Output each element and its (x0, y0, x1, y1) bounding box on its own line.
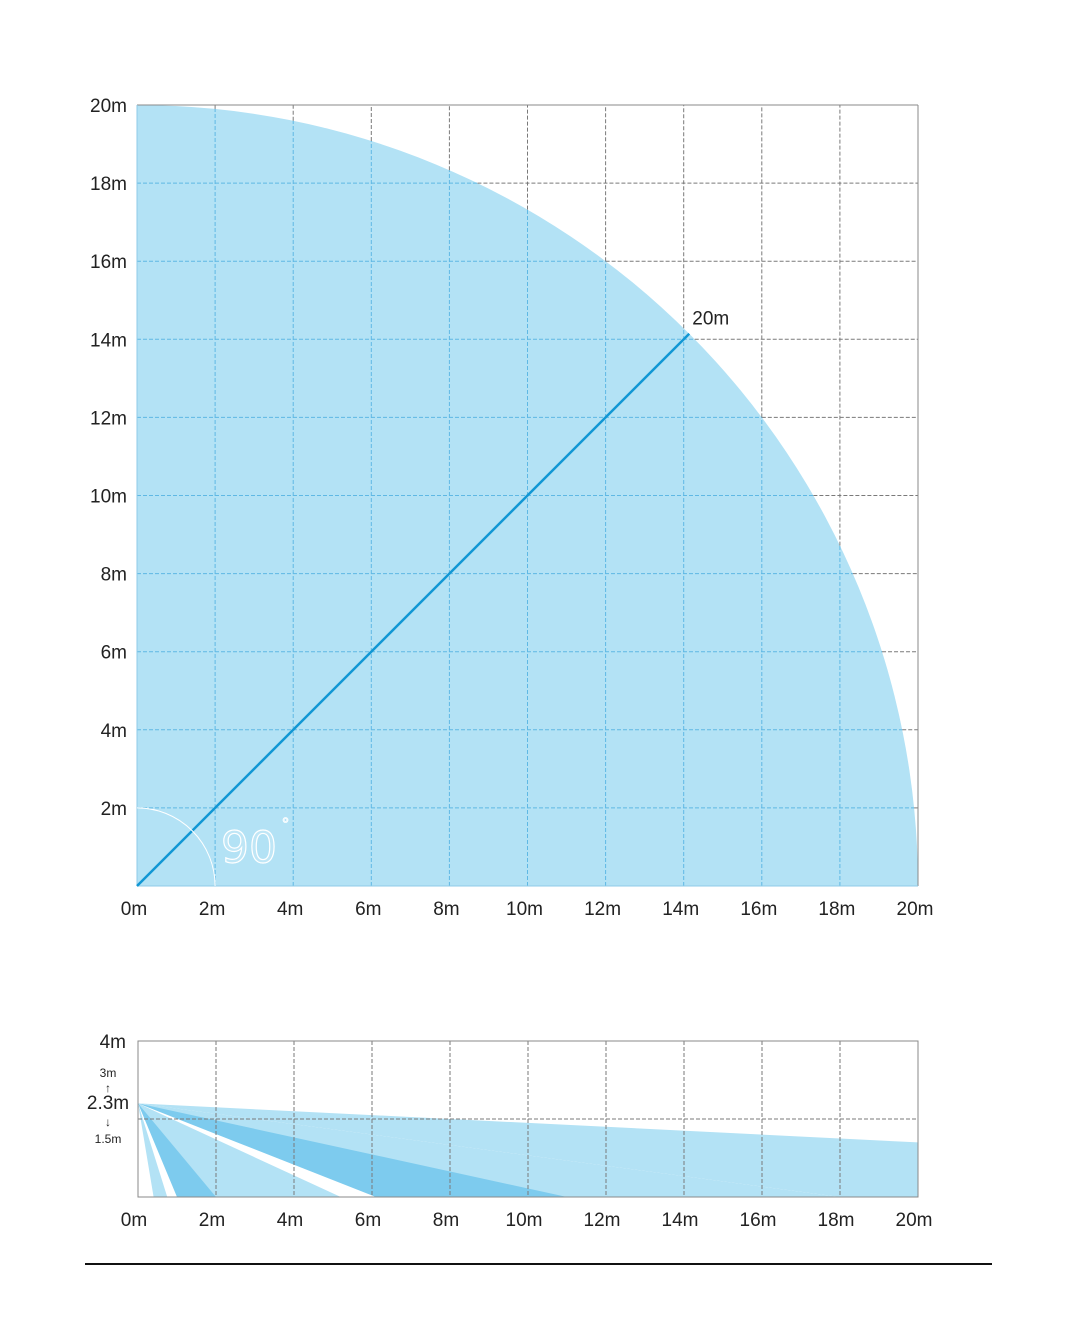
x-tick-label: 2m (199, 899, 225, 920)
mount-range-bottom: 1.5m (95, 1132, 122, 1146)
side-x-tick-label: 10m (506, 1210, 543, 1231)
side-x-tick-label: 12m (584, 1210, 621, 1231)
y-tick-label: 18m (90, 174, 127, 195)
y-tick-label: 16m (90, 252, 127, 273)
side-x-tick-label: 18m (818, 1210, 855, 1231)
x-tick-label: 10m (506, 899, 543, 920)
radius-line (136, 332, 691, 887)
mount-height-label: 2.3m (87, 1093, 129, 1114)
angle-arc (136, 807, 216, 887)
mount-up-arrow: ↑ (105, 1081, 111, 1095)
side-x-tick-label: 16m (740, 1210, 777, 1231)
side-view-x-axis: 0m 2m 4m 6m 8m 10m 12m 14m 16m 18m 20m (121, 1210, 933, 1231)
x-tick-label: 20m (897, 899, 934, 920)
x-tick-label: 4m (277, 899, 303, 920)
side-view-grid (137, 1040, 919, 1198)
radius-label: 20m (692, 309, 729, 330)
y-tick-label: 14m (90, 330, 127, 351)
detection-beam (138, 1103, 840, 1197)
detection-beam (138, 1103, 168, 1197)
x-tick-label: 8m (433, 899, 459, 920)
top-grid (136, 104, 919, 887)
y-tick-label: 12m (90, 408, 127, 429)
x-tick-label: 12m (584, 899, 621, 920)
side-x-tick-label: 6m (355, 1210, 381, 1231)
side-view-annotations: 4m 3m↑2.3m↓ 1.5m (87, 1032, 129, 1146)
angle-label: 90 (221, 823, 277, 874)
side-x-tick-label: 2m (199, 1210, 225, 1231)
top-y-axis: 2m 4m 6m 8m 10m 12m 14m 16m 18m 20m (90, 96, 127, 820)
side-frame (137, 1040, 919, 1198)
x-tick-label: 6m (355, 899, 381, 920)
x-tick-label: 0m (121, 899, 147, 920)
y-tick-label: 20m (90, 96, 127, 117)
mount-down-arrow: ↓ (105, 1115, 111, 1129)
side-x-tick-label: 20m (896, 1210, 933, 1231)
x-tick-label: 18m (818, 899, 855, 920)
mount-range-top: 3m (100, 1066, 117, 1080)
y-tick-label: 10m (90, 487, 127, 508)
x-tick-label: 16m (740, 899, 777, 920)
side-x-tick-label: 8m (433, 1210, 459, 1231)
detection-beam (138, 1103, 341, 1197)
side-x-tick-label: 14m (662, 1210, 699, 1231)
side-x-tick-label: 4m (277, 1210, 303, 1231)
y-tick-label: 6m (101, 643, 127, 664)
angle-degree-symbol: ° (281, 814, 289, 833)
top-x-axis: 0m 2m 4m 6m 8m 10m 12m 14m 16m 18m 20m (121, 899, 934, 920)
y-tick-label: 8m (101, 565, 127, 586)
y-tick-label: 2m (101, 799, 127, 820)
top-annotations: 20m 90 ° (136, 309, 729, 887)
x-tick-label: 14m (662, 899, 699, 920)
side-x-tick-label: 0m (121, 1210, 147, 1231)
side-y-top-label: 4m (100, 1032, 126, 1053)
y-tick-label: 4m (101, 721, 127, 742)
